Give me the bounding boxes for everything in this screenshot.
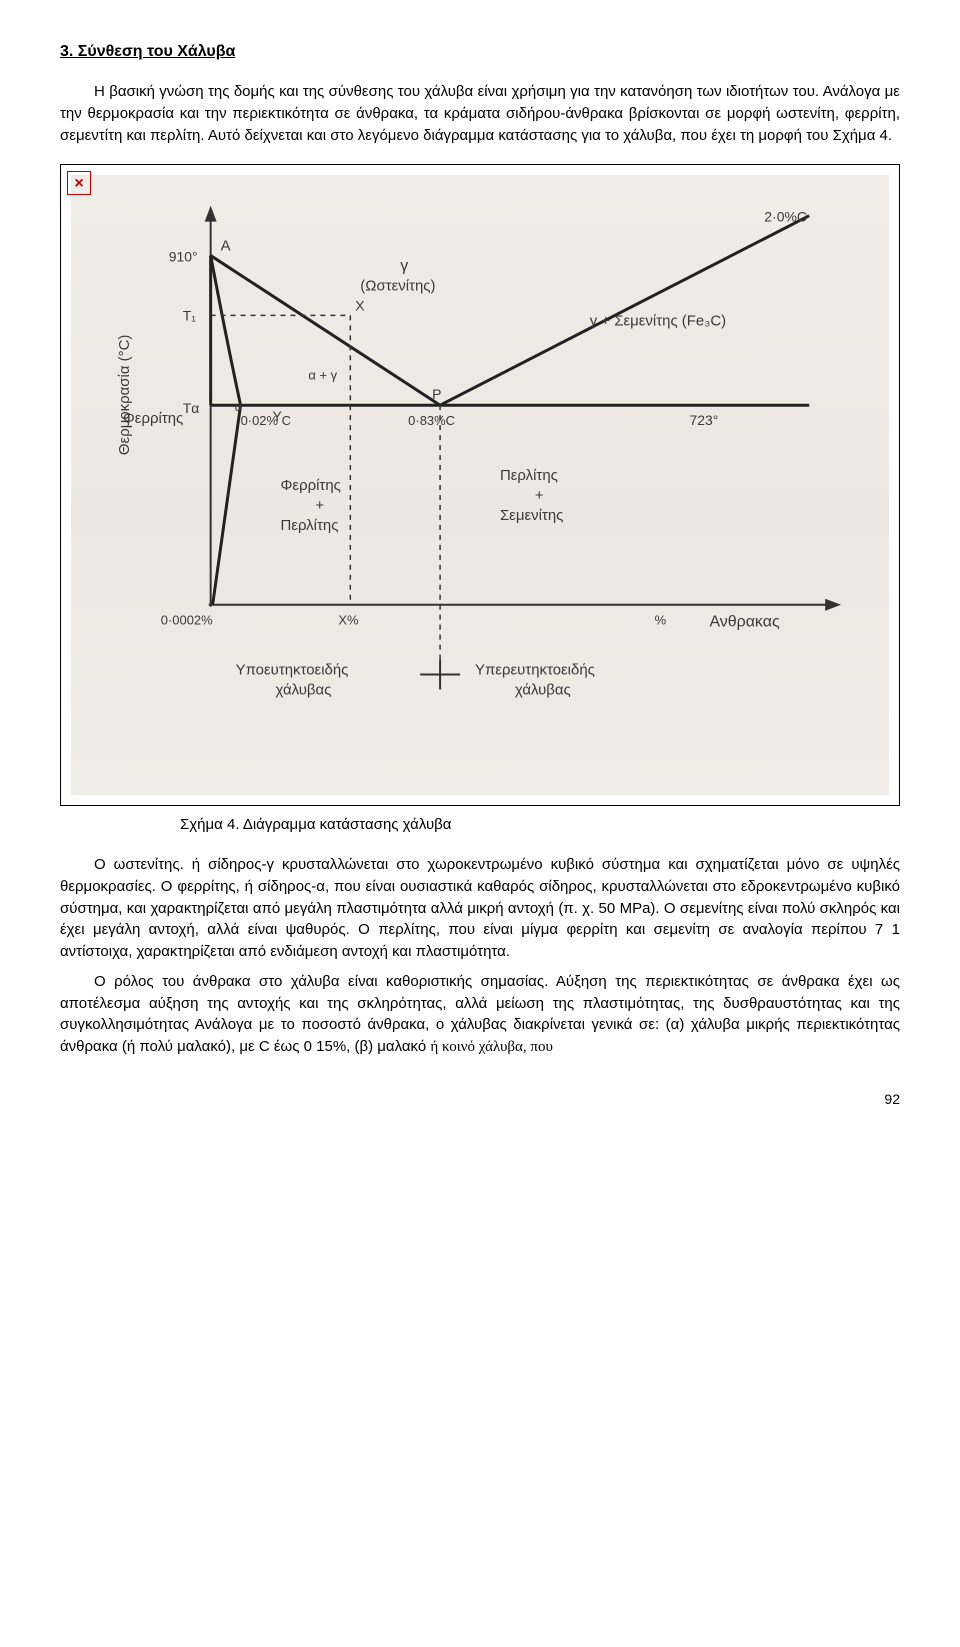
hypereutectoid-1: Υπερευτηκτοειδής xyxy=(475,662,595,679)
region-perl-cem-1: Περλίτης xyxy=(500,467,558,484)
broken-image-icon: × xyxy=(67,171,91,195)
pt-P: P xyxy=(432,387,441,403)
section-heading: 3. Σύνθεση του Χάλυβα xyxy=(60,40,900,63)
paragraph-2: Ο ωστενίτης. ή σίδηρος-γ κρυσταλλώνεται … xyxy=(60,854,900,963)
lbl-002C: 0·02% C xyxy=(241,414,291,429)
pt-X: X xyxy=(355,298,365,314)
region-ferr-perl-2: + xyxy=(315,497,324,514)
figure-4-caption: Σχήμα 4. Διάγραμμα κατάστασης χάλυβα xyxy=(180,814,900,836)
region-ferr-perl-1: Φερρίτης xyxy=(280,477,340,494)
lbl-alpha: α xyxy=(235,400,243,415)
hypoeutectoid-1: Υποευτηκτοειδής xyxy=(236,662,349,679)
hypoeutectoid-2: χάλυβας xyxy=(276,682,332,699)
region-perl-cem-3: Σεμενίτης xyxy=(500,507,563,524)
region-austenite: (Ωστενίτης) xyxy=(360,278,435,295)
paragraph-3: Ο ρόλος του άνθρακα στο χάλυβα είναι καθ… xyxy=(60,971,900,1059)
paragraph-1: Η βασική γνώση της δομής και της σύνθεση… xyxy=(60,81,900,146)
xlabel-right: % xyxy=(655,613,667,628)
region-ferrite: Φερρίτης xyxy=(123,411,183,428)
region-gamma: γ xyxy=(400,258,408,275)
lbl-083C: 0·83%C xyxy=(408,414,455,429)
figure-4-container: × Θερμοκρασία (°C) Ανθρακας xyxy=(60,164,900,806)
region-alpha-gamma: α + γ xyxy=(308,368,337,383)
pt-Ta: Tα xyxy=(183,401,200,417)
pt-A: A xyxy=(221,238,231,255)
region-gamma-cem: γ + Σεμενίτης (Fe₃C) xyxy=(590,313,726,330)
lbl-20C: 2·0%C xyxy=(764,209,807,225)
region-perl-cem-2: + xyxy=(535,487,544,504)
pt-T1: T₁ xyxy=(183,308,197,324)
paragraph-3b: ή κοινό χάλυβα, που xyxy=(430,1039,553,1055)
lbl-723: 723° xyxy=(689,413,718,429)
x-axis-label: Ανθρακας xyxy=(709,614,780,631)
phase-diagram: Θερμοκρασία (°C) Ανθρακας A 910° T₁ Tα X… xyxy=(71,175,889,795)
page-number: 92 xyxy=(60,1089,900,1109)
xlabel-mid: X% xyxy=(338,613,359,628)
region-ferr-perl-3: Περλίτης xyxy=(280,517,338,534)
xlabel-left: 0·0002% xyxy=(161,613,213,628)
hypereutectoid-2: χάλυβας xyxy=(515,682,571,699)
y-axis-label: Θερμοκρασία (°C) xyxy=(116,335,133,455)
tick-910: 910° xyxy=(169,249,198,265)
